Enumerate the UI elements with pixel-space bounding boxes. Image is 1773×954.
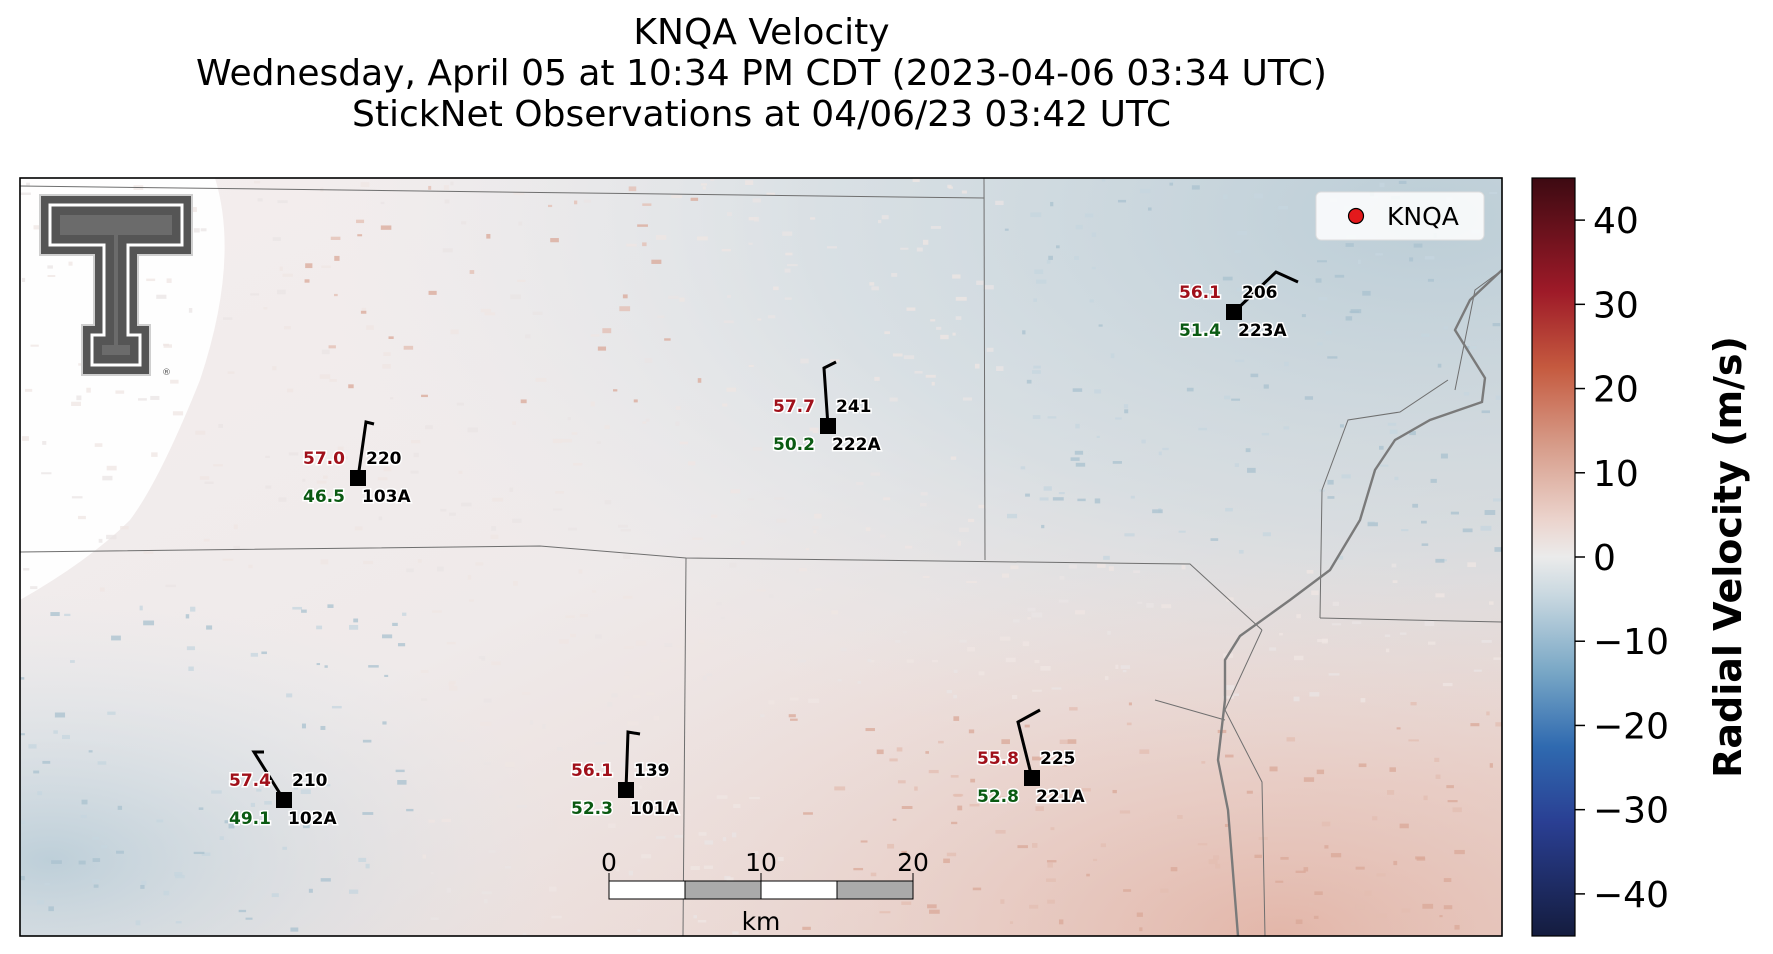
wind-barb-icon bbox=[624, 730, 641, 791]
wind-barb-icon bbox=[1232, 270, 1299, 314]
colorbar-tick-label: 30 bbox=[1593, 285, 1639, 326]
station-102A: 57.4 210 49.1 102A bbox=[228, 750, 339, 831]
state-boundary bbox=[1216, 269, 1502, 936]
station-pressure: 210 bbox=[292, 771, 328, 791]
station-101A: 56.1 139 52.3 101A bbox=[570, 730, 681, 821]
colorbar-tick-label: −20 bbox=[1593, 706, 1669, 747]
scale-tick-2: 20 bbox=[897, 848, 929, 877]
station-temperature: 56.1 bbox=[571, 761, 613, 781]
station-marker bbox=[618, 782, 634, 798]
station-marker bbox=[1226, 304, 1242, 320]
station-dewpoint: 46.5 bbox=[303, 487, 345, 507]
station-id: 223A bbox=[1238, 321, 1287, 341]
sticknet-stations: 57.0 220 46.5 103A 57.7 241 50.2 222A 56.1 206 51.… bbox=[228, 270, 1299, 831]
station-pressure: 241 bbox=[836, 397, 872, 417]
colorbar-tick-label: −10 bbox=[1593, 622, 1669, 663]
colorbar: 40 30 20 10 0 −10 −20 −30 −40 Radial Velocity (m… bbox=[1531, 177, 1750, 937]
scale-bar: 0 10 20 km bbox=[601, 848, 929, 936]
colorbar-label: Radial Velocity (m/s) bbox=[1706, 336, 1750, 778]
map-legend: KNQA bbox=[1315, 191, 1485, 241]
double-t-logo: ® bbox=[39, 194, 193, 378]
station-marker bbox=[276, 792, 292, 808]
station-id: 101A bbox=[630, 799, 679, 819]
station-temperature: 55.8 bbox=[977, 749, 1019, 769]
scale-tick-1: 10 bbox=[745, 848, 777, 877]
station-223A: 56.1 206 51.4 223A bbox=[1178, 270, 1299, 343]
figure-title: KNQA Velocity Wednesday, April 05 at 10:… bbox=[0, 12, 1523, 135]
station-pressure: 139 bbox=[634, 761, 670, 781]
station-temperature: 57.0 bbox=[303, 449, 345, 469]
title-line-2: Wednesday, April 05 at 10:34 PM CDT (202… bbox=[196, 53, 1327, 94]
radar-texture bbox=[20, 178, 1502, 936]
wind-barb-icon bbox=[1016, 708, 1041, 779]
station-103A: 57.0 220 46.5 103A bbox=[302, 420, 413, 509]
colorbar-tick-label: 0 bbox=[1593, 538, 1616, 579]
wind-barb-icon bbox=[251, 750, 286, 801]
title-line-3: StickNet Observations at 04/06/23 03:42 … bbox=[352, 94, 1171, 135]
station-dewpoint: 49.1 bbox=[229, 809, 271, 829]
station-pressure: 206 bbox=[1242, 283, 1278, 303]
station-id: 103A bbox=[362, 487, 411, 507]
station-marker bbox=[350, 470, 366, 486]
colorbar-tick-label: 40 bbox=[1593, 201, 1639, 242]
colorbar-tick-label: −30 bbox=[1593, 791, 1669, 832]
no-data-region bbox=[20, 178, 225, 600]
radar-site-marker-icon bbox=[1347, 207, 1365, 225]
colorbar-tick-label: 20 bbox=[1593, 370, 1639, 411]
station-id: 221A bbox=[1036, 787, 1085, 807]
wind-barb-icon bbox=[356, 420, 375, 479]
station-dewpoint: 52.3 bbox=[571, 799, 613, 819]
scale-tick-0: 0 bbox=[601, 848, 617, 877]
station-temperature: 57.4 bbox=[229, 771, 271, 791]
scale-unit: km bbox=[742, 907, 781, 936]
station-dewpoint: 52.8 bbox=[977, 787, 1019, 807]
map-panel bbox=[20, 178, 1502, 936]
station-pressure: 225 bbox=[1040, 749, 1076, 769]
colorbar-tick-label: 10 bbox=[1593, 454, 1639, 495]
station-marker bbox=[1024, 770, 1040, 786]
station-temperature: 57.7 bbox=[773, 397, 815, 417]
svg-text:®: ® bbox=[162, 368, 171, 378]
station-pressure: 220 bbox=[366, 449, 402, 469]
title-line-1: KNQA Velocity bbox=[633, 12, 890, 53]
station-id: 222A bbox=[832, 435, 881, 455]
county-boundaries bbox=[20, 178, 1502, 936]
station-dewpoint: 51.4 bbox=[1179, 321, 1221, 341]
wind-barb-icon bbox=[822, 360, 837, 427]
station-marker bbox=[820, 418, 836, 434]
station-temperature: 56.1 bbox=[1179, 283, 1221, 303]
legend-label: KNQA bbox=[1387, 202, 1459, 231]
colorbar-tick-label: −40 bbox=[1593, 875, 1669, 916]
station-222A: 57.7 241 50.2 222A bbox=[772, 360, 883, 457]
map-frame bbox=[19, 177, 1503, 937]
station-id: 102A bbox=[288, 809, 337, 829]
station-221A: 55.8 225 52.8 221A bbox=[976, 708, 1087, 809]
station-dewpoint: 50.2 bbox=[773, 435, 815, 455]
